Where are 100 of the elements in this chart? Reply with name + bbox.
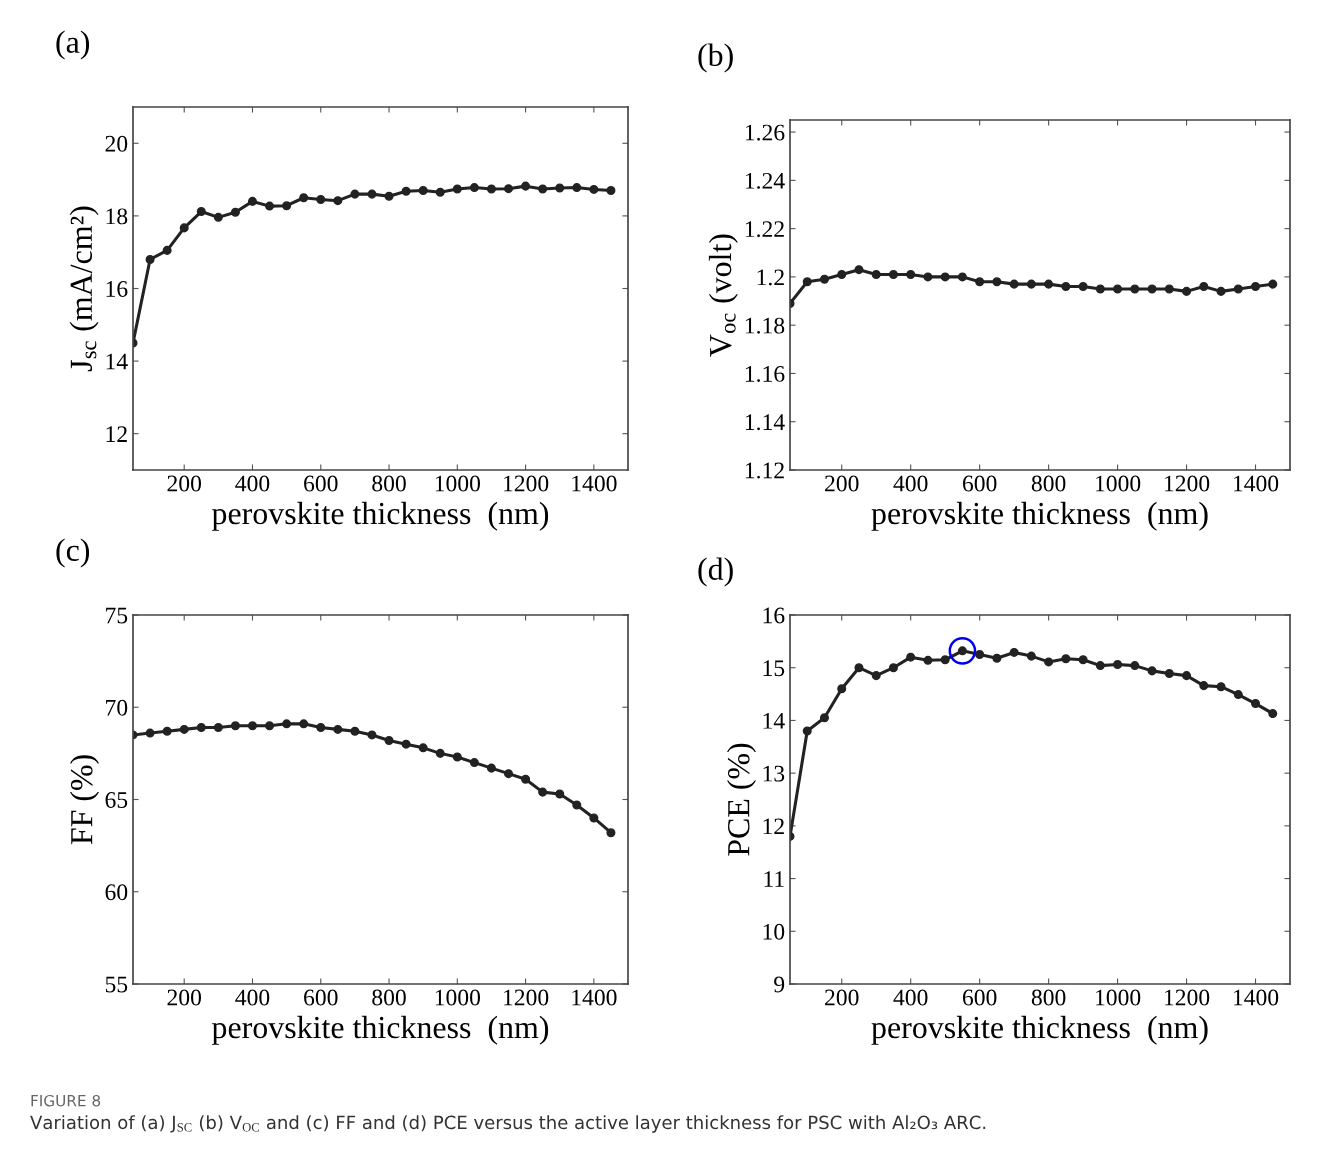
- point: [923, 655, 933, 665]
- point: [418, 743, 428, 753]
- point: [606, 185, 616, 196]
- y-tick-label: 1.18: [745, 317, 785, 334]
- y-tick-label: 14: [763, 713, 785, 729]
- point: [230, 207, 240, 217]
- point: [333, 724, 343, 734]
- point: [802, 726, 812, 736]
- point: [888, 663, 898, 673]
- point: [1164, 668, 1174, 679]
- y-tick-label: 18: [106, 208, 128, 225]
- y-tick-label: 12: [763, 818, 784, 835]
- y-tick-label: 15: [763, 660, 785, 677]
- y-tick-label: 20: [105, 135, 128, 152]
- y-tick-label: 65: [105, 792, 128, 808]
- chart-title: (d): [698, 557, 733, 587]
- point: [1026, 651, 1036, 661]
- point: [538, 184, 548, 194]
- y-tick-label: 55: [105, 976, 128, 993]
- x-tick-label: 600: [304, 989, 338, 1006]
- point: [1251, 282, 1261, 292]
- point: [1130, 661, 1140, 671]
- chart-title: (a): [56, 30, 90, 60]
- point: [1095, 661, 1105, 671]
- point: [1026, 279, 1036, 289]
- point: [572, 183, 582, 193]
- y-tick-label: 16: [106, 281, 128, 297]
- point: [504, 184, 514, 194]
- x-tick-label: 400: [235, 475, 270, 492]
- x-tick-label: 200: [167, 475, 202, 492]
- point: [1078, 282, 1088, 292]
- point: [1147, 284, 1157, 294]
- x-tick-label: 800: [1031, 989, 1066, 1006]
- point: [213, 212, 223, 222]
- point: [1233, 284, 1243, 294]
- point: [957, 272, 967, 282]
- y-tick-label: 1.16: [745, 366, 785, 382]
- y-axis-title: PCE (%): [727, 743, 756, 856]
- point: [1009, 279, 1019, 289]
- point: [906, 652, 916, 662]
- point: [282, 719, 292, 729]
- point: [1095, 284, 1105, 294]
- point: [871, 671, 881, 681]
- point: [1044, 279, 1054, 289]
- point: [179, 724, 189, 734]
- point: [213, 723, 223, 733]
- point: [992, 653, 1002, 663]
- x-tick-label: 1000: [435, 475, 481, 492]
- point: [145, 728, 155, 738]
- y-tick-label: 12: [106, 426, 127, 442]
- point: [1044, 657, 1054, 667]
- point: [975, 650, 985, 660]
- point: [469, 758, 479, 768]
- point: [1182, 286, 1192, 296]
- y-tick-label: 1.12: [745, 462, 784, 479]
- point: [316, 723, 326, 733]
- point: [871, 269, 881, 279]
- point: [948, 636, 977, 665]
- x-tick-label: 1000: [1096, 475, 1141, 492]
- point: [521, 774, 531, 784]
- point: [992, 277, 1002, 287]
- x-tick-label: 1000: [1096, 989, 1141, 1006]
- point: [401, 186, 411, 196]
- x-tick-label: 1400: [1233, 475, 1279, 492]
- y-tick-label: 1.2: [757, 269, 784, 286]
- point: [606, 828, 616, 838]
- y-tick-label: 13: [763, 765, 785, 782]
- x-tick-label: 1200: [1165, 475, 1210, 492]
- point: [384, 191, 394, 201]
- point: [854, 265, 864, 275]
- point: [486, 763, 496, 773]
- point: [940, 272, 950, 282]
- x-tick-label: 200: [167, 989, 202, 1006]
- point: [367, 730, 377, 740]
- point: [555, 789, 565, 799]
- point: [196, 207, 206, 217]
- point: [854, 663, 864, 673]
- point: [589, 813, 599, 823]
- point: [247, 196, 257, 206]
- point: [1061, 654, 1071, 664]
- point: [802, 277, 812, 287]
- point: [333, 196, 343, 206]
- y-tick-label: 1.26: [745, 124, 785, 141]
- point: [435, 187, 445, 197]
- y-axis-title: J$_{sc}$ (mA/cm²): [69, 206, 99, 372]
- point: [367, 189, 377, 199]
- x-tick-label: 400: [893, 475, 928, 492]
- y-tick-label: 14: [106, 353, 128, 370]
- point: [1251, 699, 1261, 709]
- point: [452, 184, 462, 194]
- point: [299, 719, 309, 729]
- y-tick-label: 10: [763, 923, 785, 940]
- y-tick-label: 16: [763, 607, 785, 624]
- point: [906, 269, 916, 279]
- y-axis-title: FF (%): [70, 755, 99, 845]
- y-tick-label: 1.14: [745, 414, 785, 431]
- point: [282, 201, 292, 211]
- point: [1182, 671, 1192, 681]
- x-tick-label: 1400: [572, 475, 617, 492]
- caption: FIGURE 8: [31, 1094, 101, 1107]
